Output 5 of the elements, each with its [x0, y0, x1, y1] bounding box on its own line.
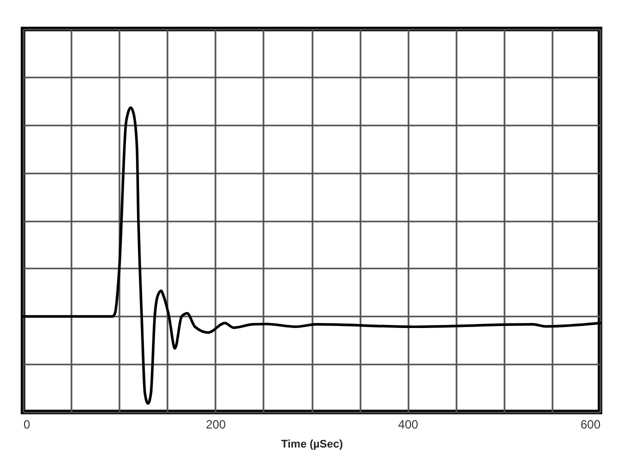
x-tick-label: 400: [398, 418, 418, 432]
x-tick-label: 600: [580, 418, 601, 432]
x-tick-label: 200: [206, 418, 226, 432]
x-tick-label: 0: [24, 418, 30, 432]
x-axis-title: Time (µSec): [281, 438, 344, 450]
